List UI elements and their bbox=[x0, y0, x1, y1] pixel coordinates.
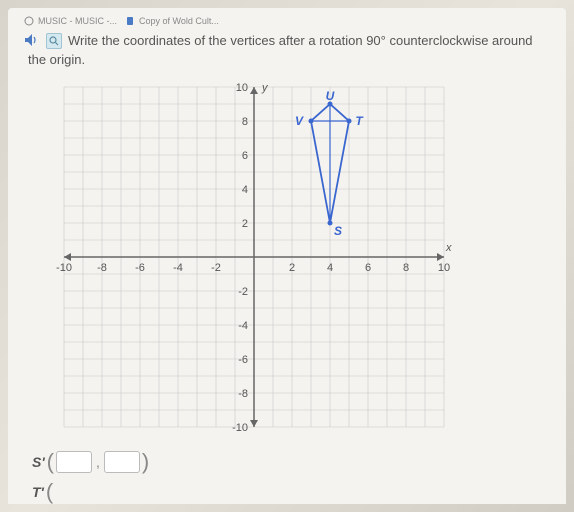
answer-row-t: T' ( bbox=[32, 479, 550, 505]
coordinate-graph: -10-8-6-4-2246810108642-2-4-6-8-10xySTUV bbox=[44, 77, 464, 437]
tab-copy[interactable]: Copy of Wold Cult... bbox=[125, 16, 219, 26]
svg-text:8: 8 bbox=[403, 262, 409, 274]
tab-label: Copy of Wold Cult... bbox=[139, 16, 219, 26]
svg-text:2: 2 bbox=[242, 218, 248, 230]
svg-text:2: 2 bbox=[289, 262, 295, 274]
svg-text:4: 4 bbox=[327, 262, 333, 274]
svg-text:x: x bbox=[445, 242, 452, 254]
answer-label-s: S' bbox=[32, 454, 45, 470]
prompt-row: Write the coordinates of the vertices af… bbox=[24, 32, 550, 50]
svg-text:10: 10 bbox=[438, 262, 450, 274]
open-paren: ( bbox=[47, 449, 54, 475]
svg-text:6: 6 bbox=[365, 262, 371, 274]
svg-text:-4: -4 bbox=[173, 262, 183, 274]
svg-text:8: 8 bbox=[242, 116, 248, 128]
tab-music[interactable]: MUSIC - MUSIC -... bbox=[24, 16, 117, 26]
browser-tabs: MUSIC - MUSIC -... Copy of Wold Cult... bbox=[24, 16, 550, 26]
music-tab-icon bbox=[24, 16, 34, 26]
svg-text:-2: -2 bbox=[238, 286, 248, 298]
answer-label-t: T' bbox=[32, 484, 44, 500]
open-paren: ( bbox=[46, 479, 53, 505]
svg-text:-10: -10 bbox=[232, 422, 248, 434]
svg-text:-2: -2 bbox=[211, 262, 221, 274]
s-prime-x-input[interactable] bbox=[56, 451, 92, 473]
svg-text:-6: -6 bbox=[135, 262, 145, 274]
comma: , bbox=[96, 454, 100, 470]
svg-text:U: U bbox=[326, 89, 335, 103]
audio-icon[interactable] bbox=[24, 33, 40, 50]
svg-text:-4: -4 bbox=[238, 320, 248, 332]
graph-svg: -10-8-6-4-2246810108642-2-4-6-8-10xySTUV bbox=[44, 77, 464, 437]
svg-text:S: S bbox=[334, 224, 342, 238]
zoom-icon[interactable] bbox=[46, 33, 62, 49]
prompt-text-2: the origin. bbox=[28, 52, 550, 67]
svg-text:V: V bbox=[295, 114, 304, 128]
doc-tab-icon bbox=[125, 16, 135, 26]
svg-text:10: 10 bbox=[236, 82, 248, 94]
svg-text:y: y bbox=[261, 82, 269, 94]
svg-text:4: 4 bbox=[242, 184, 248, 196]
answer-row-s: S' ( , ) bbox=[32, 449, 550, 475]
svg-text:-8: -8 bbox=[238, 388, 248, 400]
tab-label: MUSIC - MUSIC -... bbox=[38, 16, 117, 26]
svg-text:6: 6 bbox=[242, 150, 248, 162]
svg-text:-6: -6 bbox=[238, 354, 248, 366]
prompt-text-1: Write the coordinates of the vertices af… bbox=[68, 32, 533, 50]
worksheet-page: MUSIC - MUSIC -... Copy of Wold Cult... … bbox=[8, 8, 566, 504]
close-paren: ) bbox=[142, 449, 149, 475]
svg-text:-8: -8 bbox=[97, 262, 107, 274]
s-prime-y-input[interactable] bbox=[104, 451, 140, 473]
answer-area: S' ( , ) T' ( bbox=[32, 449, 550, 505]
svg-text:-10: -10 bbox=[56, 262, 72, 274]
